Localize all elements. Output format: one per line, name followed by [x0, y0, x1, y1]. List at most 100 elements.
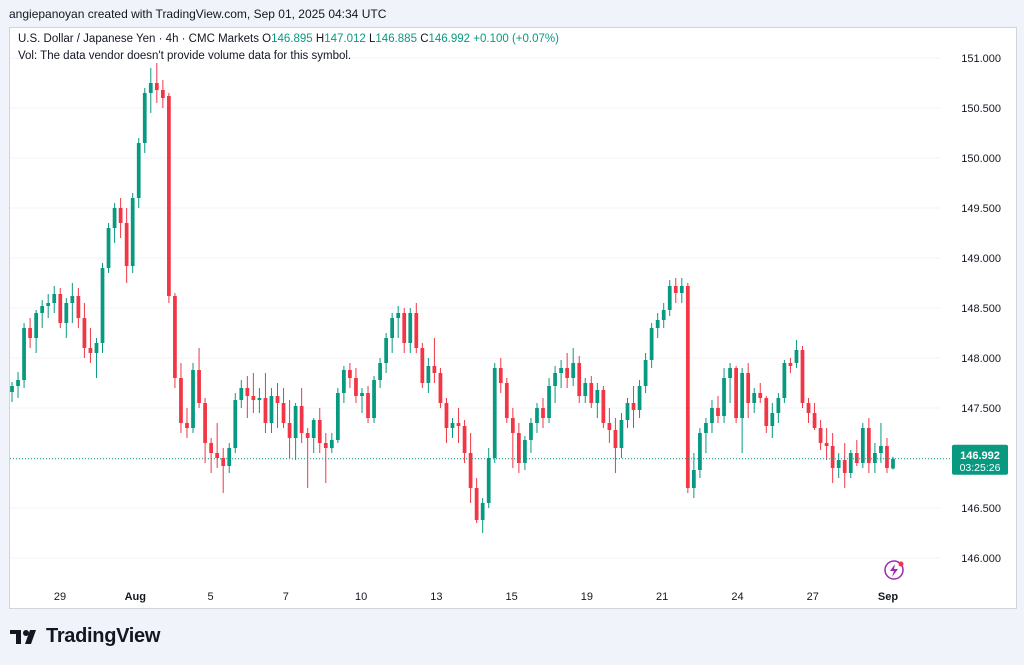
x-tick-label: 19 [581, 591, 593, 603]
candle-body [10, 386, 14, 392]
candle-body [384, 338, 388, 363]
candle-body [716, 408, 720, 416]
y-tick-label: 146.000 [961, 553, 1001, 565]
candle-body [16, 380, 20, 386]
candle-body [752, 393, 757, 403]
candle-body [432, 366, 437, 373]
x-tick-label: 27 [807, 591, 819, 603]
candle-body [233, 400, 238, 448]
candle-body [860, 428, 865, 463]
candle-body [619, 420, 624, 448]
candle-body [818, 428, 823, 443]
candle-body [414, 313, 419, 348]
open-value: 146.895 [271, 33, 313, 45]
candle-body [758, 393, 763, 398]
bar-countdown: 03:25:26 [960, 462, 1001, 474]
candle-body [148, 83, 153, 93]
candle-body [830, 446, 835, 468]
candle-body [396, 313, 401, 318]
candle-body [305, 433, 310, 438]
candle-body [885, 446, 889, 468]
candle-body [118, 208, 123, 223]
candle-body [167, 96, 171, 296]
candle-body [160, 90, 165, 98]
candle-body [257, 398, 262, 400]
tradingview-logo-icon [10, 629, 36, 644]
candle-body [136, 143, 141, 198]
candle-body [649, 328, 654, 360]
candle-body [293, 406, 298, 438]
candle-body [287, 423, 292, 438]
close-label: C [420, 33, 429, 45]
candle-body [450, 423, 455, 428]
candle-body [691, 470, 696, 488]
candle-body [372, 380, 376, 418]
candle-body [559, 368, 563, 373]
candle-body [52, 294, 57, 303]
candle-body [426, 366, 431, 383]
y-tick-label: 146.500 [961, 503, 1001, 515]
candle-body [154, 83, 159, 90]
candle-body [456, 423, 461, 426]
candle-body [311, 420, 316, 438]
candle-body [480, 503, 485, 520]
last-price-value: 146.992 [960, 450, 1000, 462]
candle-body [746, 373, 751, 403]
candle-body [263, 398, 268, 423]
candle-body [106, 228, 111, 268]
candle-body [275, 396, 280, 403]
low-label: L [369, 33, 376, 45]
candle-body [40, 306, 45, 313]
tradingview-brand[interactable]: TradingView [10, 625, 160, 648]
candle-body [209, 443, 214, 453]
candle-body [764, 398, 769, 426]
candle-body [70, 296, 75, 303]
candle-body [879, 446, 883, 453]
event-marker-icon[interactable] [884, 560, 904, 580]
candle-body [673, 286, 678, 293]
candle-body [577, 363, 582, 396]
candle-body [685, 286, 690, 488]
candle-body [655, 320, 660, 328]
candle-body [794, 350, 799, 363]
candle-body [553, 373, 557, 386]
y-tick-label: 151.000 [961, 53, 1001, 65]
candle-body [335, 393, 340, 440]
candle-body [366, 393, 370, 418]
candle-body [281, 403, 286, 423]
candle-body [583, 383, 588, 396]
candle-body [529, 423, 533, 440]
candle-body [215, 453, 220, 458]
candle-body [390, 318, 395, 338]
candle-body [348, 370, 352, 378]
y-tick-label: 147.500 [961, 403, 1001, 415]
x-tick-label: Aug [125, 591, 146, 603]
y-tick-label: 150.500 [961, 103, 1001, 115]
chart-header: angiepanoyan created with TradingView.co… [9, 7, 387, 21]
candle-body [100, 268, 105, 343]
candle-body [34, 313, 39, 338]
candle-body [142, 93, 147, 143]
grid-lines [10, 57, 940, 559]
candle-body [565, 368, 570, 378]
candle-body [523, 440, 527, 463]
x-tick-label: 29 [54, 591, 66, 603]
y-tick-label: 149.500 [961, 203, 1001, 215]
candle-body [710, 408, 714, 423]
candle-body [631, 403, 636, 410]
candle-body [613, 430, 618, 448]
candle-body [486, 458, 491, 503]
chart-panel[interactable] [9, 27, 1017, 609]
x-tick-label: 10 [355, 591, 367, 603]
volume-note: Vol: The data vendor doesn't provide vol… [18, 50, 352, 62]
candle-body [88, 348, 93, 353]
candle-body [601, 390, 606, 423]
candle-body [203, 403, 207, 443]
change-value: +0.100 (+0.07%) [473, 33, 559, 45]
high-label: H [315, 33, 325, 45]
open-label: O [262, 33, 272, 45]
candle-body [191, 370, 195, 428]
candles [10, 63, 895, 533]
